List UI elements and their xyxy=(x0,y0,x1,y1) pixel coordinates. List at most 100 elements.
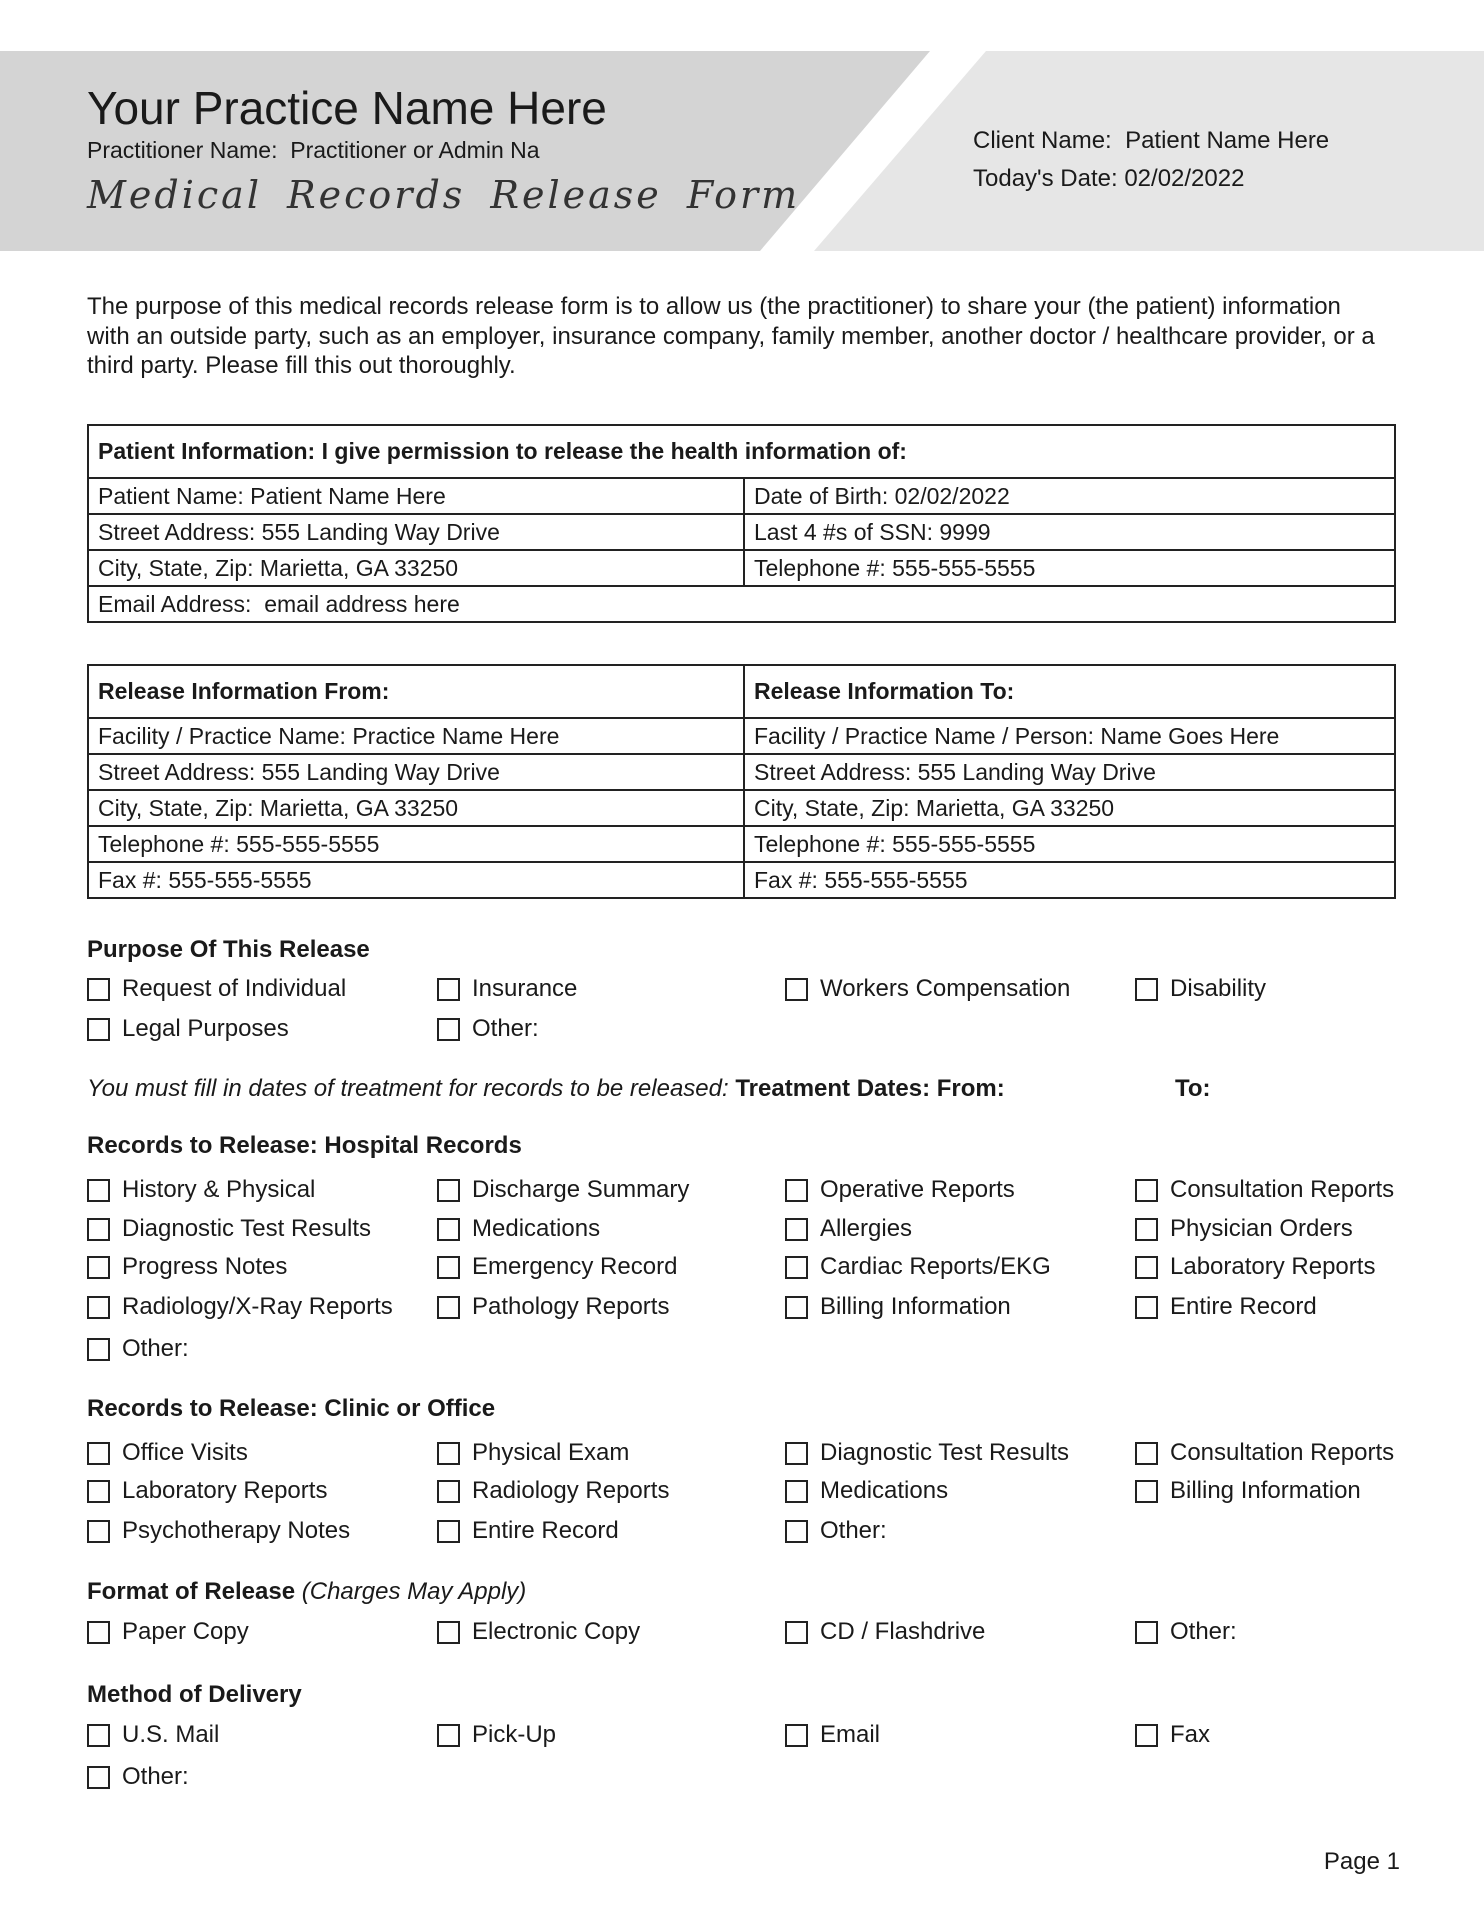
checkbox[interactable] xyxy=(87,1620,110,1644)
checkbox[interactable] xyxy=(437,1519,460,1543)
checkbox-option[interactable]: Email xyxy=(785,1720,880,1750)
checkbox-option[interactable]: Workers Compensation xyxy=(785,974,1070,1004)
form-field[interactable]: Fax #: 555-555-5555 xyxy=(743,861,1396,899)
checkbox[interactable] xyxy=(437,1441,460,1465)
checkbox-option[interactable]: Radiology/X-Ray Reports xyxy=(87,1292,393,1322)
form-field[interactable]: City, State, Zip: Marietta, GA 33250 xyxy=(743,789,1396,827)
checkbox-option[interactable]: Other: xyxy=(437,1014,539,1044)
checkbox-option[interactable]: Disability xyxy=(1135,974,1266,1004)
checkbox[interactable] xyxy=(87,1723,110,1747)
form-field[interactable]: City, State, Zip: Marietta, GA 33250 xyxy=(87,549,745,587)
checkbox[interactable] xyxy=(87,1255,110,1279)
checkbox[interactable] xyxy=(1135,1255,1158,1279)
checkbox[interactable] xyxy=(87,1479,110,1503)
checkbox-option[interactable]: Billing Information xyxy=(785,1292,1011,1322)
checkbox[interactable] xyxy=(785,1519,808,1543)
checkbox-option[interactable]: Pathology Reports xyxy=(437,1292,669,1322)
checkbox[interactable] xyxy=(785,1620,808,1644)
checkbox-option[interactable]: Cardiac Reports/EKG xyxy=(785,1252,1051,1282)
checkbox[interactable] xyxy=(1135,977,1158,1001)
checkbox[interactable] xyxy=(785,1255,808,1279)
checkbox[interactable] xyxy=(437,1295,460,1319)
checkbox-option[interactable]: Billing Information xyxy=(1135,1476,1361,1506)
treatment-to-label[interactable]: To: xyxy=(1175,1075,1211,1102)
checkbox-option[interactable]: Operative Reports xyxy=(785,1175,1015,1205)
checkbox-option[interactable]: History & Physical xyxy=(87,1175,315,1205)
checkbox[interactable] xyxy=(87,977,110,1001)
checkbox[interactable] xyxy=(785,1178,808,1202)
checkbox[interactable] xyxy=(87,1441,110,1465)
checkbox-option[interactable]: Other: xyxy=(87,1334,189,1364)
checkbox-option[interactable]: Other: xyxy=(785,1516,887,1546)
checkbox[interactable] xyxy=(87,1017,110,1041)
checkbox-option[interactable]: Progress Notes xyxy=(87,1252,287,1282)
checkbox-option[interactable]: Allergies xyxy=(785,1214,912,1244)
checkbox[interactable] xyxy=(437,1479,460,1503)
checkbox-option[interactable]: Medications xyxy=(437,1214,600,1244)
checkbox-option[interactable]: Other: xyxy=(1135,1617,1237,1647)
checkbox-option[interactable]: Electronic Copy xyxy=(437,1617,640,1647)
checkbox-option[interactable]: Physical Exam xyxy=(437,1438,629,1468)
checkbox[interactable] xyxy=(437,1178,460,1202)
checkbox[interactable] xyxy=(87,1295,110,1319)
checkbox-option[interactable]: Physician Orders xyxy=(1135,1214,1353,1244)
checkbox-option[interactable]: Diagnostic Test Results xyxy=(785,1438,1069,1468)
checkbox[interactable] xyxy=(1135,1723,1158,1747)
form-field[interactable]: Facility / Practice Name / Person: Name … xyxy=(743,717,1396,755)
checkbox-option[interactable]: Fax xyxy=(1135,1720,1210,1750)
checkbox-option[interactable]: Radiology Reports xyxy=(437,1476,669,1506)
checkbox[interactable] xyxy=(437,1620,460,1644)
checkbox-option[interactable]: Emergency Record xyxy=(437,1252,677,1282)
checkbox-option[interactable]: Legal Purposes xyxy=(87,1014,289,1044)
form-field[interactable]: Street Address: 555 Landing Way Drive xyxy=(87,513,745,551)
checkbox[interactable] xyxy=(437,1017,460,1041)
checkbox[interactable] xyxy=(87,1217,110,1241)
checkbox-option[interactable]: Pick-Up xyxy=(437,1720,556,1750)
checkbox-option[interactable]: Discharge Summary xyxy=(437,1175,689,1205)
checkbox[interactable] xyxy=(437,1723,460,1747)
checkbox[interactable] xyxy=(785,977,808,1001)
checkbox[interactable] xyxy=(785,1723,808,1747)
form-field[interactable]: Street Address: 555 Landing Way Drive xyxy=(743,753,1396,791)
checkbox[interactable] xyxy=(785,1441,808,1465)
checkbox[interactable] xyxy=(1135,1178,1158,1202)
form-field[interactable]: Telephone #: 555-555-5555 xyxy=(743,825,1396,863)
checkbox[interactable] xyxy=(785,1295,808,1319)
form-field[interactable]: Telephone #: 555-555-5555 xyxy=(87,825,745,863)
checkbox[interactable] xyxy=(87,1519,110,1543)
email-field[interactable]: Email Address: email address here xyxy=(87,585,1396,623)
checkbox[interactable] xyxy=(87,1337,110,1361)
form-field[interactable]: Fax #: 555-555-5555 xyxy=(87,861,745,899)
form-field[interactable]: Telephone #: 555-555-5555 xyxy=(743,549,1396,587)
checkbox-option[interactable]: Consultation Reports xyxy=(1135,1175,1394,1205)
checkbox-option[interactable]: Diagnostic Test Results xyxy=(87,1214,371,1244)
checkbox-option[interactable]: Consultation Reports xyxy=(1135,1438,1394,1468)
treatment-from-label[interactable]: Treatment Dates: From: xyxy=(735,1075,1005,1102)
checkbox-option[interactable]: Request of Individual xyxy=(87,974,346,1004)
checkbox-option[interactable]: Paper Copy xyxy=(87,1617,249,1647)
checkbox-option[interactable]: Laboratory Reports xyxy=(1135,1252,1375,1282)
checkbox-option[interactable]: Office Visits xyxy=(87,1438,248,1468)
form-field[interactable]: Date of Birth: 02/02/2022 xyxy=(743,477,1396,515)
checkbox[interactable] xyxy=(785,1217,808,1241)
checkbox[interactable] xyxy=(87,1765,110,1789)
form-field[interactable]: Last 4 #s of SSN: 9999 xyxy=(743,513,1396,551)
checkbox[interactable] xyxy=(1135,1441,1158,1465)
checkbox[interactable] xyxy=(437,1255,460,1279)
checkbox[interactable] xyxy=(1135,1620,1158,1644)
checkbox-option[interactable]: Insurance xyxy=(437,974,577,1004)
form-field[interactable]: Facility / Practice Name: Practice Name … xyxy=(87,717,745,755)
checkbox-option[interactable]: Other: xyxy=(87,1762,189,1792)
form-field[interactable]: Street Address: 555 Landing Way Drive xyxy=(87,753,745,791)
checkbox[interactable] xyxy=(437,1217,460,1241)
checkbox-option[interactable]: Psychotherapy Notes xyxy=(87,1516,350,1546)
checkbox[interactable] xyxy=(437,977,460,1001)
checkbox-option[interactable]: U.S. Mail xyxy=(87,1720,219,1750)
checkbox-option[interactable]: Entire Record xyxy=(437,1516,619,1546)
checkbox[interactable] xyxy=(785,1479,808,1503)
checkbox-option[interactable]: CD / Flashdrive xyxy=(785,1617,985,1647)
checkbox[interactable] xyxy=(1135,1295,1158,1319)
checkbox-option[interactable]: Laboratory Reports xyxy=(87,1476,327,1506)
checkbox[interactable] xyxy=(1135,1479,1158,1503)
checkbox[interactable] xyxy=(1135,1217,1158,1241)
